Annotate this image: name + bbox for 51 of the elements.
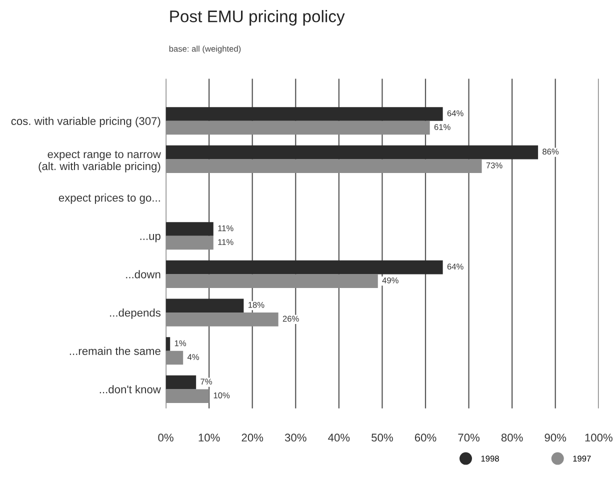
- bar: [166, 312, 278, 326]
- legend-label: 1998: [481, 456, 499, 462]
- bar: [166, 375, 196, 390]
- data-label: 11%: [218, 225, 234, 232]
- data-label: 4%: [187, 354, 200, 360]
- x-tick-label: 30%: [284, 434, 306, 442]
- bar: [166, 260, 443, 274]
- y-tick-label: ...down: [126, 270, 160, 278]
- bar: [166, 337, 170, 351]
- data-label: 10%: [214, 392, 230, 398]
- bar: [166, 159, 482, 174]
- data-label: 73%: [486, 162, 502, 168]
- x-tick-label: 20%: [242, 434, 264, 442]
- y-tick-label: ...remain the same: [70, 346, 160, 355]
- y-tick-label: cos. with variable pricing (307): [11, 116, 160, 128]
- x-tick-label: 90%: [544, 434, 566, 442]
- bar: [166, 120, 430, 135]
- x-tick-label: 70%: [458, 434, 480, 442]
- x-tick-label: 40%: [328, 434, 350, 442]
- data-label: 26%: [282, 316, 299, 322]
- bar: [166, 222, 214, 236]
- data-label: 61%: [434, 124, 450, 130]
- y-tick-label: expect range to narrow (alt. with variable pricing): [38, 150, 161, 172]
- bar: [166, 107, 443, 121]
- data-label: 64%: [447, 264, 464, 270]
- x-tick-label: 10%: [198, 434, 220, 442]
- y-tick-label: ...depends: [110, 308, 161, 319]
- x-tick-label: 50%: [372, 434, 393, 442]
- x-tick-label: 80%: [501, 434, 523, 442]
- chart-title: Post EMU pricing policy: [170, 10, 345, 26]
- bar: [166, 298, 244, 313]
- data-label: 86%: [542, 148, 559, 155]
- x-tick-label: 0%: [158, 434, 174, 442]
- data-label: 1%: [174, 340, 186, 346]
- data-label: 49%: [382, 277, 398, 284]
- data-label: 11%: [218, 239, 234, 245]
- legend-label: 1997: [573, 456, 591, 462]
- data-label: 18%: [248, 302, 264, 308]
- y-tick-label: ...don't know: [100, 385, 161, 394]
- x-tick-label: 100%: [585, 434, 612, 442]
- y-tick-label: ...up: [140, 234, 160, 242]
- y-tick-label: expect prices to go...: [58, 194, 160, 204]
- bar: [166, 389, 210, 403]
- bar: [166, 350, 184, 365]
- bar: [166, 145, 538, 160]
- data-label: 64%: [447, 110, 464, 116]
- data-label: 7%: [200, 378, 212, 384]
- bar: [166, 236, 214, 250]
- x-tick-label: 60%: [414, 434, 436, 442]
- bar: [166, 274, 378, 288]
- chart-subtitle: base: all (weighted): [169, 46, 241, 54]
